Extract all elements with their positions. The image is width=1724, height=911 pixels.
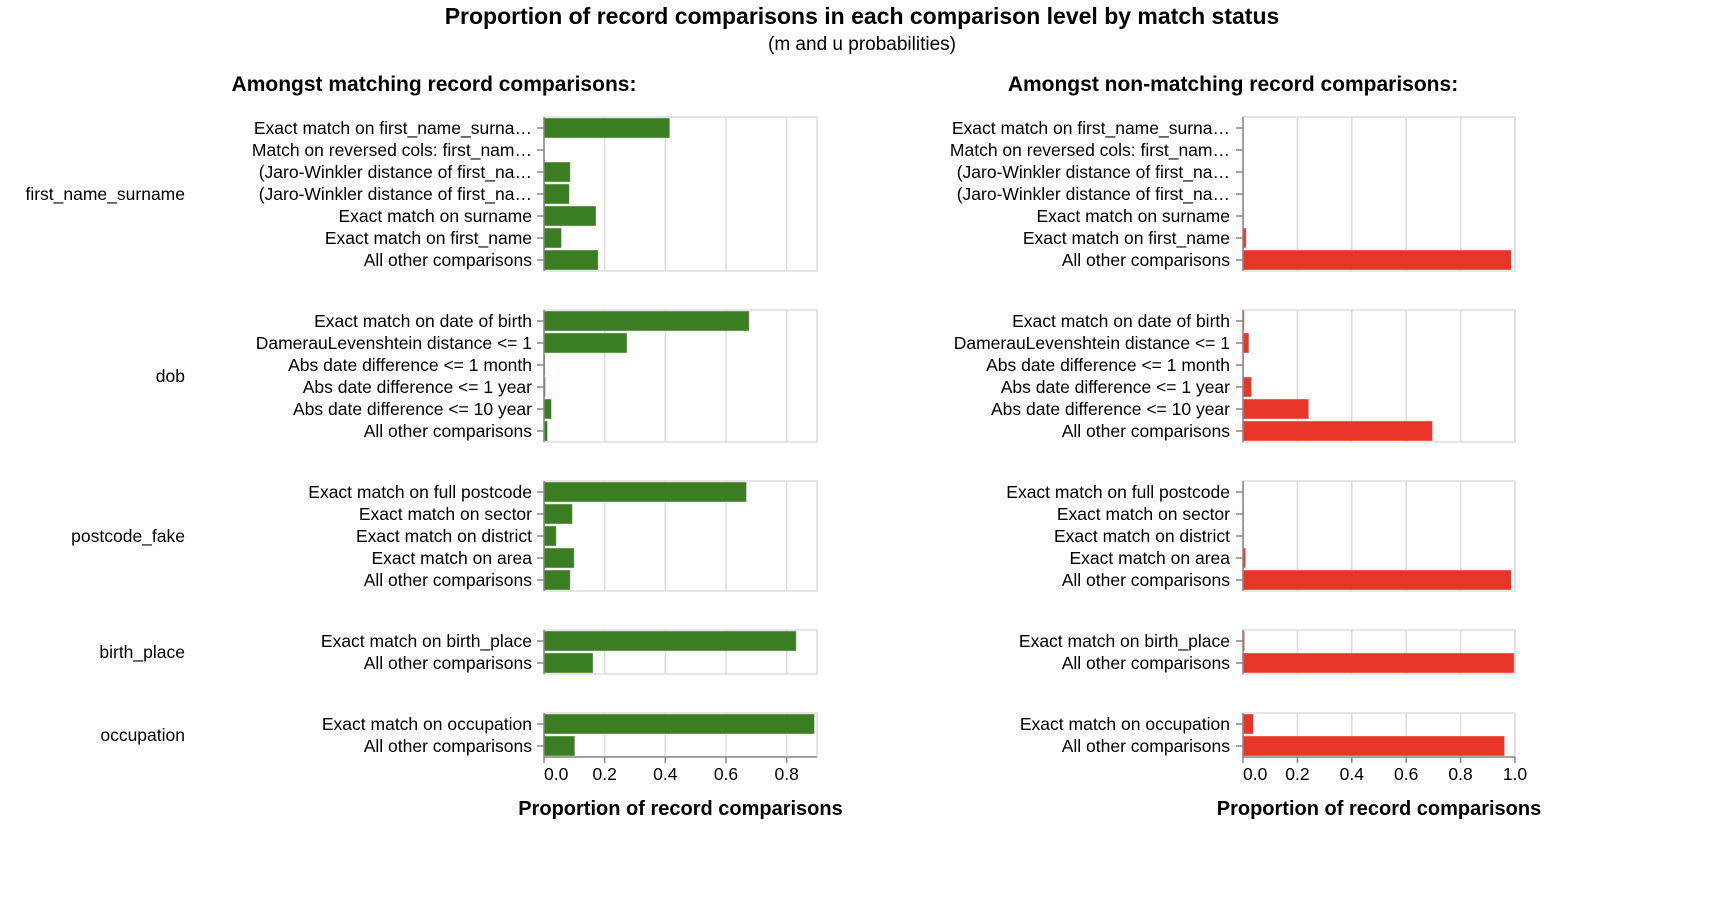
bar — [1243, 334, 1248, 353]
level-label: Exact match on occupation — [322, 714, 532, 734]
group-label: occupation — [100, 725, 185, 745]
level-label: Exact match on surname — [1036, 206, 1230, 226]
x-tick-label: 0.2 — [593, 764, 617, 784]
group-label: dob — [156, 366, 185, 386]
panel-frame — [1243, 117, 1515, 271]
bar — [544, 632, 796, 651]
x-tick-label: 0.0 — [544, 764, 569, 784]
level-label: (Jaro-Winkler distance of first_na… — [259, 162, 532, 183]
level-label: Exact match on birth_place — [1019, 631, 1230, 652]
bar — [544, 334, 627, 353]
level-label: All other comparisons — [1062, 570, 1231, 590]
level-label: Abs date difference <= 10 year — [991, 399, 1230, 419]
bar — [544, 654, 593, 673]
x-tick-label: 0.4 — [1340, 764, 1365, 784]
group-label: first_name_surname — [25, 184, 185, 205]
group-label: birth_place — [99, 642, 185, 663]
bar — [544, 119, 669, 138]
bar — [544, 737, 574, 756]
level-label: Exact match on first_name_surna… — [952, 118, 1230, 139]
level-label: Abs date difference <= 1 month — [288, 355, 532, 375]
level-label: All other comparisons — [1062, 421, 1231, 441]
level-label: Abs date difference <= 1 year — [1001, 377, 1230, 397]
bar — [544, 312, 749, 331]
x-axis-label: Proportion of record comparisons — [518, 798, 842, 820]
bar — [1243, 737, 1504, 756]
level-label: Exact match on district — [356, 526, 532, 546]
x-tick-label: 0.4 — [653, 764, 678, 784]
level-label: Exact match on first_name — [1023, 228, 1230, 249]
x-tick-label: 0.6 — [714, 764, 738, 784]
x-axis-label: Proportion of record comparisons — [1217, 798, 1541, 820]
chart-subtitle: (m and u probabilities) — [768, 34, 956, 55]
level-label: Exact match on sector — [1057, 504, 1230, 524]
level-label: Exact match on area — [1070, 548, 1231, 568]
level-label: Exact match on district — [1054, 526, 1230, 546]
bar — [1243, 715, 1253, 734]
bar — [544, 185, 569, 204]
bar — [544, 505, 572, 524]
bar — [544, 229, 561, 248]
level-label: All other comparisons — [364, 250, 533, 270]
bar — [1243, 378, 1251, 397]
level-label: All other comparisons — [364, 736, 533, 756]
level-label: (Jaro-Winkler distance of first_na… — [957, 162, 1230, 183]
bar — [544, 549, 574, 568]
bar — [544, 251, 598, 270]
panel-title: Amongst matching record comparisons: — [232, 73, 637, 96]
x-tick-label: 0.0 — [1243, 764, 1268, 784]
bar — [1243, 422, 1432, 441]
bar — [544, 483, 746, 502]
bar — [544, 527, 556, 546]
bar — [544, 163, 570, 182]
bar — [1243, 654, 1514, 673]
level-label: All other comparisons — [364, 653, 533, 673]
level-label: All other comparisons — [1062, 653, 1231, 673]
level-label: Exact match on first_name_surna… — [254, 118, 532, 139]
level-label: Abs date difference <= 10 year — [293, 399, 532, 419]
level-label: Exact match on occupation — [1020, 714, 1230, 734]
level-label: All other comparisons — [364, 421, 533, 441]
x-tick-label: 0.8 — [1448, 764, 1472, 784]
bar — [1243, 571, 1511, 590]
level-label: Exact match on first_name — [325, 228, 532, 249]
level-label: Match on reversed cols: first_nam… — [252, 140, 532, 161]
bar — [1243, 251, 1511, 270]
level-label: Exact match on surname — [338, 206, 532, 226]
chart-title: Proportion of record comparisons in each… — [445, 3, 1280, 29]
x-tick-label: 0.2 — [1285, 764, 1309, 784]
panel-title: Amongst non-matching record comparisons: — [1008, 73, 1458, 96]
level-label: (Jaro-Winkler distance of first_na… — [957, 184, 1230, 205]
bar — [544, 571, 570, 590]
level-label: All other comparisons — [364, 570, 533, 590]
level-label: Exact match on area — [372, 548, 533, 568]
x-tick-label: 0.6 — [1394, 764, 1418, 784]
bar — [544, 207, 596, 226]
bar — [1243, 400, 1308, 419]
level-label: Exact match on date of birth — [1012, 311, 1230, 331]
level-label: DamerauLevenshtein distance <= 1 — [954, 333, 1230, 353]
level-label: Match on reversed cols: first_nam… — [950, 140, 1230, 161]
level-label: Abs date difference <= 1 month — [986, 355, 1230, 375]
level-label: Exact match on full postcode — [1006, 482, 1230, 502]
group-label: postcode_fake — [71, 526, 185, 547]
level-label: (Jaro-Winkler distance of first_na… — [259, 184, 532, 205]
level-label: All other comparisons — [1062, 736, 1231, 756]
level-label: Exact match on sector — [359, 504, 532, 524]
x-tick-label: 1.0 — [1503, 764, 1528, 784]
level-label: Abs date difference <= 1 year — [303, 377, 532, 397]
level-label: DamerauLevenshtein distance <= 1 — [256, 333, 532, 353]
level-label: Exact match on birth_place — [321, 631, 532, 652]
level-label: Exact match on full postcode — [308, 482, 532, 502]
x-tick-label: 0.8 — [775, 764, 799, 784]
bar — [544, 715, 814, 734]
bar — [544, 400, 551, 419]
panel-frame — [544, 117, 817, 271]
level-label: Exact match on date of birth — [314, 311, 532, 331]
level-label: All other comparisons — [1062, 250, 1231, 270]
